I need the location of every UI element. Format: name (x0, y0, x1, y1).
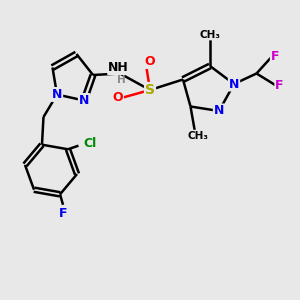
Text: O: O (112, 91, 123, 104)
Text: CH₃: CH₃ (188, 130, 208, 141)
Text: H: H (116, 75, 125, 85)
Text: S: S (145, 83, 155, 97)
Text: N: N (214, 104, 224, 118)
Text: CH₃: CH₃ (200, 29, 220, 40)
Text: NH: NH (108, 61, 129, 74)
Text: F: F (271, 50, 279, 64)
Text: N: N (79, 94, 89, 107)
Text: Cl: Cl (83, 137, 97, 150)
Text: F: F (275, 79, 284, 92)
Text: F: F (59, 207, 67, 220)
Text: N: N (229, 77, 239, 91)
Text: O: O (145, 55, 155, 68)
Text: N: N (52, 88, 62, 101)
